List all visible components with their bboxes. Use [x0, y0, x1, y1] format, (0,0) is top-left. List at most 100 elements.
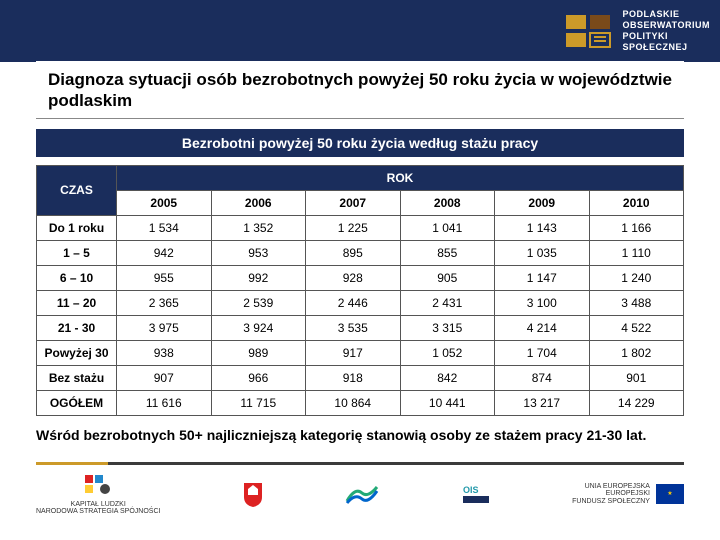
footer-logos: KAPITAŁ LUDZKI NARODOWA STRATEGIA SPÓJNO… — [36, 473, 684, 516]
row-label: 6 – 10 — [37, 265, 117, 290]
brand-line: PODLASKIE — [622, 9, 710, 20]
data-cell: 966 — [211, 365, 306, 390]
table-row: 1 – 59429538958551 0351 110 — [37, 240, 684, 265]
row-label: Powyżej 30 — [37, 340, 117, 365]
year-header: 2006 — [211, 190, 306, 215]
table-head: CZAS ROK 200520062007200820092010 — [37, 165, 684, 215]
logo-kapital-ludzki: KAPITAŁ LUDZKI NARODOWA STRATEGIA SPÓJNO… — [36, 473, 160, 516]
data-cell: 1 240 — [589, 265, 684, 290]
data-cell: 1 035 — [495, 240, 590, 265]
year-header: 2008 — [400, 190, 495, 215]
col-group-header: ROK — [117, 165, 684, 190]
data-cell: 918 — [306, 365, 401, 390]
table-row: Bez stażu907966918842874901 — [37, 365, 684, 390]
table-row: 21 - 303 9753 9243 5353 3154 2144 522 — [37, 315, 684, 340]
row-group-header: CZAS — [37, 165, 117, 215]
data-cell: 10 864 — [306, 390, 401, 415]
coat-icon — [242, 481, 264, 507]
data-cell: 928 — [306, 265, 401, 290]
data-cell: 907 — [117, 365, 212, 390]
data-cell: 3 535 — [306, 315, 401, 340]
brand-mark-icon — [564, 11, 614, 51]
kapital-ludzki-icon — [83, 473, 113, 499]
brand-line: POLITYKI — [622, 31, 710, 42]
logo-ois: OIS — [461, 483, 491, 505]
brand-text: PODLASKIE OBSERWATORIUM POLITYKI SPOŁECZ… — [622, 9, 710, 52]
rops-icon — [345, 483, 379, 505]
data-table: CZAS ROK 200520062007200820092010 Do 1 r… — [36, 165, 684, 416]
data-cell: 901 — [589, 365, 684, 390]
data-cell: 10 441 — [400, 390, 495, 415]
data-cell: 855 — [400, 240, 495, 265]
data-cell: 992 — [211, 265, 306, 290]
data-cell: 2 431 — [400, 290, 495, 315]
data-cell: 3 488 — [589, 290, 684, 315]
data-cell: 842 — [400, 365, 495, 390]
subtitle-bar: Bezrobotni powyżej 50 roku życia według … — [36, 129, 684, 157]
table-row: 11 – 202 3652 5392 4462 4313 1003 488 — [37, 290, 684, 315]
brand-line: OBSERWATORIUM — [622, 20, 710, 31]
data-cell: 2 539 — [211, 290, 306, 315]
data-cell: 1 352 — [211, 215, 306, 240]
logo-caption: UNIA EUROPEJSKA EUROPEJSKI FUNDUSZ SPOŁE… — [572, 483, 650, 505]
data-cell: 953 — [211, 240, 306, 265]
year-header-row: 200520062007200820092010 — [37, 190, 684, 215]
data-cell: 2 365 — [117, 290, 212, 315]
data-cell: 14 229 — [589, 390, 684, 415]
data-cell: 874 — [495, 365, 590, 390]
title-box: Diagnoza sytuacji osób bezrobotnych powy… — [36, 61, 684, 119]
data-cell: 3 924 — [211, 315, 306, 340]
year-header: 2007 — [306, 190, 401, 215]
page-title: Diagnoza sytuacji osób bezrobotnych powy… — [48, 69, 672, 112]
table-row: Do 1 roku1 5341 3521 2251 0411 1431 166 — [37, 215, 684, 240]
data-cell: 1 110 — [589, 240, 684, 265]
logo-rops — [345, 483, 379, 505]
data-cell: 1 147 — [495, 265, 590, 290]
data-cell: 895 — [306, 240, 401, 265]
year-header: 2010 — [589, 190, 684, 215]
data-cell: 1 052 — [400, 340, 495, 365]
data-cell: 11 715 — [211, 390, 306, 415]
data-cell: 1 225 — [306, 215, 401, 240]
data-cell: 955 — [117, 265, 212, 290]
logo-podlaskie-coat — [242, 481, 264, 507]
data-cell: 11 616 — [117, 390, 212, 415]
row-label: 1 – 5 — [37, 240, 117, 265]
footer-rule — [36, 462, 684, 465]
row-label: Bez stażu — [37, 365, 117, 390]
data-cell: 1 143 — [495, 215, 590, 240]
data-cell: 3 975 — [117, 315, 212, 340]
data-cell: 1 041 — [400, 215, 495, 240]
logo-eu: UNIA EUROPEJSKA EUROPEJSKI FUNDUSZ SPOŁE… — [572, 483, 684, 505]
data-cell: 13 217 — [495, 390, 590, 415]
svg-text:OIS: OIS — [463, 485, 479, 495]
year-header: 2005 — [117, 190, 212, 215]
row-label: 11 – 20 — [37, 290, 117, 315]
year-header: 2009 — [495, 190, 590, 215]
ois-icon: OIS — [461, 483, 491, 505]
row-label: 21 - 30 — [37, 315, 117, 340]
data-cell: 1 704 — [495, 340, 590, 365]
data-cell: 1 802 — [589, 340, 684, 365]
data-cell: 1 534 — [117, 215, 212, 240]
table-row: Powyżej 309389899171 0521 7041 802 — [37, 340, 684, 365]
data-cell: 4 214 — [495, 315, 590, 340]
data-cell: 3 315 — [400, 315, 495, 340]
data-cell: 1 166 — [589, 215, 684, 240]
table-row: OGÓŁEM11 61611 71510 86410 44113 21714 2… — [37, 390, 684, 415]
header-bar: PODLASKIE OBSERWATORIUM POLITYKI SPOŁECZ… — [0, 0, 720, 62]
data-cell: 3 100 — [495, 290, 590, 315]
data-cell: 942 — [117, 240, 212, 265]
data-cell: 4 522 — [589, 315, 684, 340]
data-cell: 905 — [400, 265, 495, 290]
data-cell: 2 446 — [306, 290, 401, 315]
data-cell: 917 — [306, 340, 401, 365]
footnote: Wśród bezrobotnych 50+ najliczniejszą ka… — [36, 426, 684, 444]
table-body: Do 1 roku1 5341 3521 2251 0411 1431 1661… — [37, 215, 684, 415]
brand-logo: PODLASKIE OBSERWATORIUM POLITYKI SPOŁECZ… — [564, 9, 710, 52]
data-cell: 938 — [117, 340, 212, 365]
logo-caption: KAPITAŁ LUDZKI NARODOWA STRATEGIA SPÓJNO… — [36, 501, 160, 516]
row-label: Do 1 roku — [37, 215, 117, 240]
data-cell: 989 — [211, 340, 306, 365]
brand-line: SPOŁECZNEJ — [622, 42, 710, 53]
